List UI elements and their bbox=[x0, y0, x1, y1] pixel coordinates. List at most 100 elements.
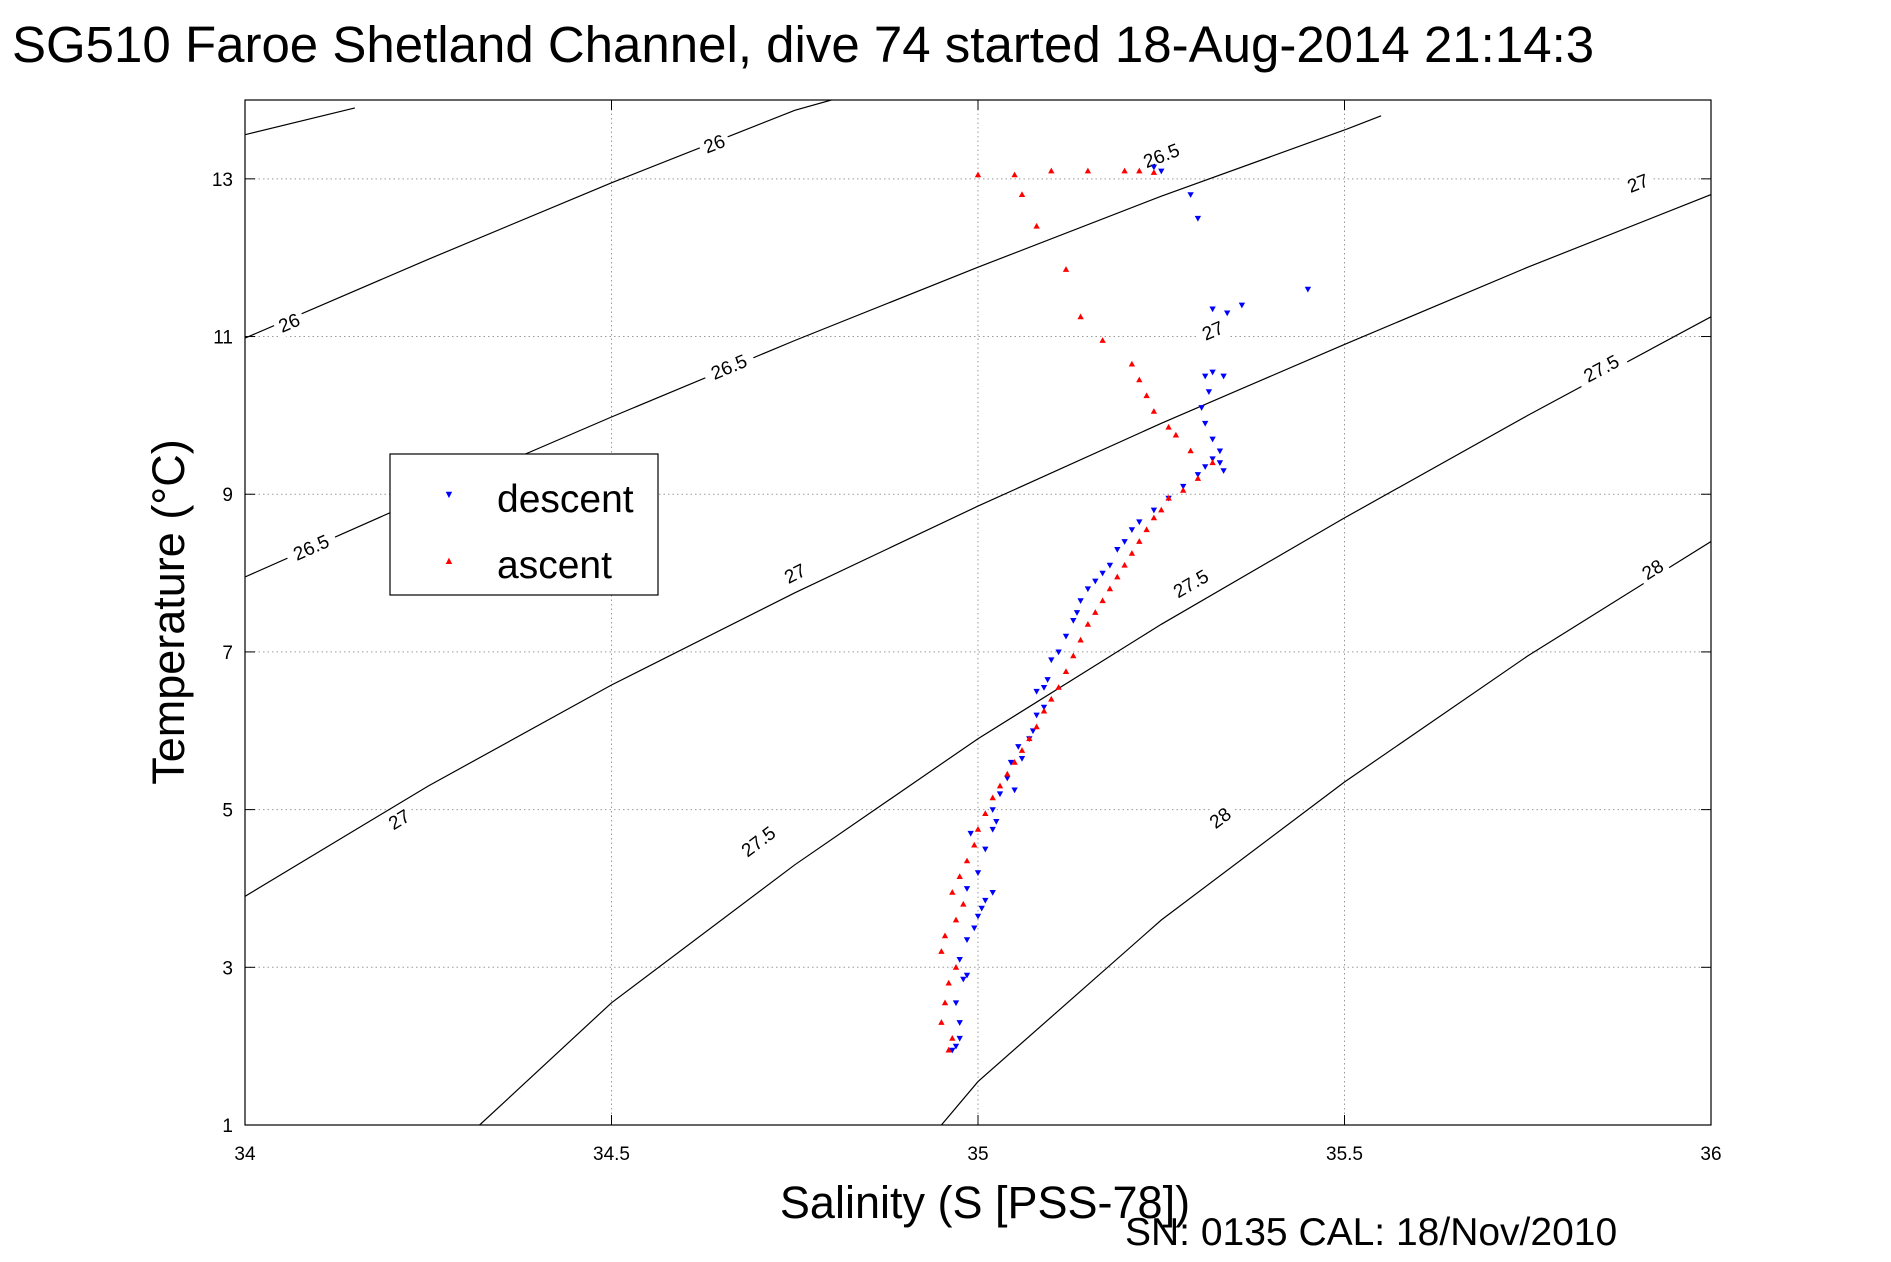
descent-point-18 bbox=[989, 826, 996, 833]
descent-point-3 bbox=[956, 1020, 963, 1026]
ascent-point-32 bbox=[1106, 585, 1114, 592]
descent-point-17 bbox=[967, 830, 974, 837]
ascent-point-45 bbox=[1172, 431, 1180, 438]
contour-label-bg-3-3 bbox=[1619, 166, 1657, 200]
descent-point-41 bbox=[1092, 578, 1099, 585]
ascent-point-25 bbox=[1055, 684, 1062, 690]
ascent-point-16 bbox=[989, 794, 996, 801]
ascent-point-10 bbox=[949, 889, 956, 895]
ascent-point-4 bbox=[945, 979, 952, 986]
descent-point-31 bbox=[1033, 688, 1040, 695]
ascent-point-0 bbox=[945, 1046, 952, 1053]
descent-point-63 bbox=[1220, 373, 1227, 380]
ascent-point-22 bbox=[1033, 723, 1040, 730]
legend-marker-ascent: ▲ bbox=[444, 555, 455, 567]
descent-point-8 bbox=[963, 937, 971, 944]
x-tick-label-2: 35 bbox=[967, 1144, 988, 1165]
descent-point-59 bbox=[1198, 405, 1205, 411]
y-tick-label-2: 5 bbox=[222, 801, 233, 822]
descent-point-34 bbox=[1048, 657, 1055, 664]
ascent-point-48 bbox=[1143, 392, 1150, 399]
descent-point-39 bbox=[1077, 598, 1084, 605]
descent-point-12 bbox=[982, 897, 989, 904]
legend-box bbox=[389, 453, 659, 596]
ascent-point-28 bbox=[1077, 636, 1084, 643]
density-contour-26-0 bbox=[245, 107, 356, 136]
descent-point-37 bbox=[1070, 618, 1077, 624]
contour-label-bg-5-1 bbox=[1633, 551, 1672, 588]
contour-label-bg-4-2 bbox=[1572, 345, 1630, 391]
descent-point-71 bbox=[1150, 164, 1158, 171]
descent-point-9 bbox=[971, 925, 978, 932]
descent-point-44 bbox=[1114, 547, 1121, 553]
descent-point-52 bbox=[1202, 464, 1209, 470]
ascent-point-59 bbox=[1084, 167, 1092, 174]
ascent-point-8 bbox=[952, 916, 960, 923]
ascent-point-18 bbox=[1004, 770, 1011, 777]
ascent-point-19 bbox=[1011, 758, 1018, 765]
descent-point-50 bbox=[1180, 483, 1187, 490]
ascent-point-46 bbox=[1165, 423, 1172, 430]
x-tick-label-1: 34.5 bbox=[593, 1144, 630, 1165]
ascent-point-53 bbox=[1062, 266, 1070, 272]
y-tick-label-3: 7 bbox=[222, 643, 233, 664]
descent-point-62 bbox=[1209, 369, 1216, 376]
descent-point-1 bbox=[952, 1043, 960, 1050]
ascent-point-51 bbox=[1099, 337, 1106, 343]
y-tick-label-5: 11 bbox=[213, 328, 233, 349]
descent-point-67 bbox=[1304, 286, 1312, 293]
descent-point-58 bbox=[1202, 420, 1209, 427]
descent-point-32 bbox=[1040, 685, 1048, 691]
ascent-point-60 bbox=[1121, 167, 1128, 174]
ascent-point-29 bbox=[1084, 620, 1092, 627]
descent-point-22 bbox=[1011, 787, 1018, 794]
legend-marker-descent: ▼ bbox=[444, 489, 455, 501]
ascent-point-57 bbox=[1011, 171, 1018, 178]
descent-point-70 bbox=[1158, 168, 1165, 175]
descent-point-43 bbox=[1106, 562, 1114, 569]
density-contour-27-3 bbox=[245, 194, 1711, 897]
x-tick-label-0: 34 bbox=[234, 1144, 256, 1165]
ascent-point-15 bbox=[982, 810, 989, 816]
descent-point-7 bbox=[956, 957, 963, 963]
descent-point-14 bbox=[963, 886, 971, 892]
descent-point-56 bbox=[1216, 448, 1224, 455]
descent-point-19 bbox=[993, 819, 1000, 825]
descent-point-55 bbox=[1220, 468, 1227, 474]
descent-point-60 bbox=[1205, 389, 1213, 396]
descent-point-54 bbox=[1216, 460, 1224, 467]
ascent-point-12 bbox=[963, 857, 971, 864]
ascent-point-5 bbox=[952, 963, 960, 970]
contour-label-bg-1-1 bbox=[695, 126, 733, 161]
descent-point-24 bbox=[1007, 759, 1015, 766]
ascent-point-6 bbox=[938, 948, 945, 954]
ascent-point-24 bbox=[1048, 695, 1055, 702]
descent-point-25 bbox=[1018, 756, 1026, 762]
ascent-point-44 bbox=[1187, 447, 1194, 454]
x-tick-label-3: 35.5 bbox=[1326, 1144, 1363, 1165]
legend-label-descent: descent bbox=[497, 478, 634, 521]
x-tick-label-4: 36 bbox=[1700, 1144, 1721, 1165]
ascent-point-58 bbox=[1048, 167, 1055, 174]
ascent-point-62 bbox=[1150, 169, 1158, 175]
legend-label-ascent: ascent bbox=[497, 544, 612, 587]
ascent-point-23 bbox=[1040, 707, 1048, 714]
footer-serial-calibration: SN: 0135 CAL: 18/Nov/2010 bbox=[1125, 1211, 1617, 1254]
ascent-point-31 bbox=[1099, 597, 1106, 604]
density-contour-26-1 bbox=[245, 100, 832, 339]
ascent-point-35 bbox=[1128, 550, 1136, 556]
ascent-point-54 bbox=[1033, 222, 1040, 229]
descent-point-66 bbox=[1238, 302, 1246, 309]
descent-point-15 bbox=[974, 870, 982, 877]
plot-area bbox=[245, 100, 1711, 1125]
descent-point-57 bbox=[1209, 436, 1216, 443]
ascent-point-42 bbox=[1194, 475, 1202, 481]
descent-point-53 bbox=[1209, 456, 1216, 463]
contour-label-bg-3-1 bbox=[775, 555, 814, 591]
descent-point-11 bbox=[978, 905, 985, 912]
contour-label-bg-3-2 bbox=[1194, 313, 1232, 348]
descent-point-10 bbox=[974, 913, 982, 920]
